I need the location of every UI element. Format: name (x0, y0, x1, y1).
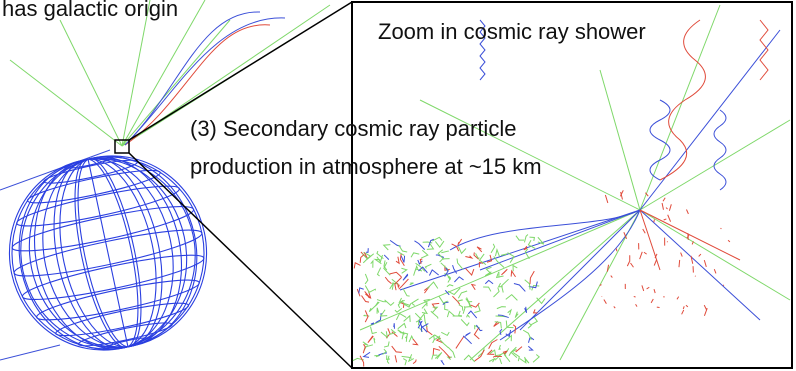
debris (723, 285, 724, 286)
callout-line: production in atmosphere at ~15 km (190, 154, 542, 179)
zoom-panel (352, 2, 792, 368)
track (60, 20, 122, 146)
page: {"top_left_caption": "has galactic origi… (0, 0, 796, 371)
track (0, 345, 60, 360)
track (122, 0, 150, 146)
caption: has galactic origin (2, 0, 178, 21)
callout-line: (3) Secondary cosmic ray particle (190, 116, 516, 141)
diagram: has galactic origin Zoom in cosmic ray s… (0, 0, 796, 371)
track (10, 60, 122, 146)
debris (721, 228, 722, 229)
debris (679, 260, 680, 267)
meridian (88, 159, 128, 347)
zoom-line (129, 153, 352, 368)
zoom-title: Zoom in cosmic ray shower (378, 19, 646, 44)
debris (616, 248, 617, 251)
debris (654, 219, 655, 222)
